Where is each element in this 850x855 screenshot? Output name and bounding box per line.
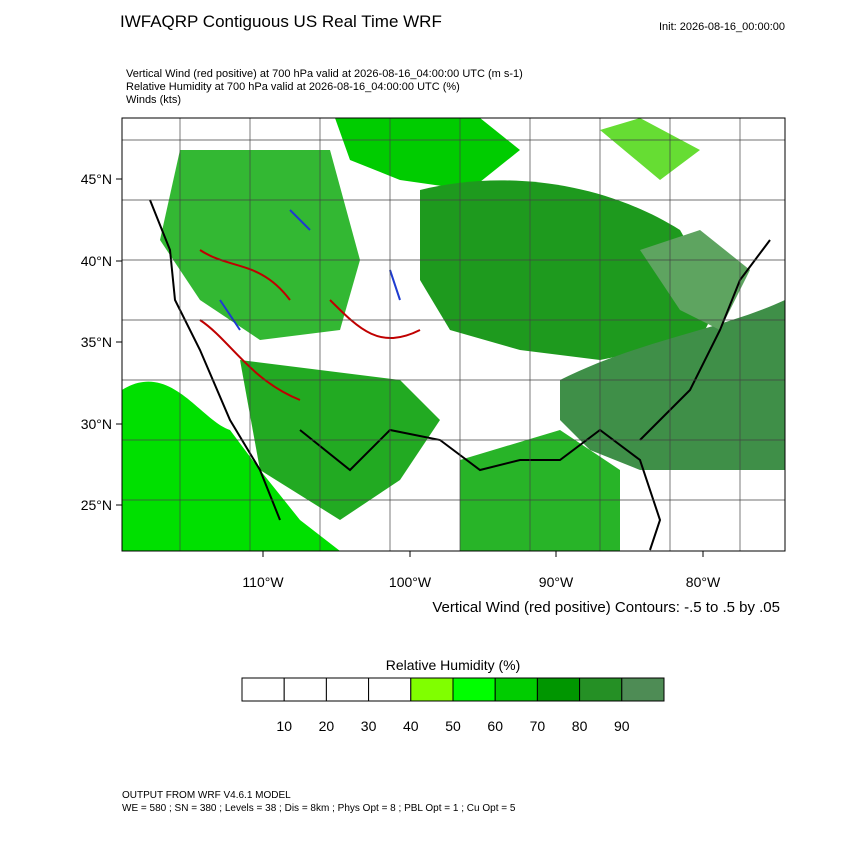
colorbar-label: 90 xyxy=(614,718,630,734)
subtitle: Winds (kts) xyxy=(126,94,181,106)
colorbar-box xyxy=(410,677,454,702)
footer: OUTPUT FROM WRF V4.6.1 MODEL xyxy=(122,790,291,801)
subtitle: Relative Humidity at 700 hPa valid at 20… xyxy=(126,81,460,93)
colorbar-label: 20 xyxy=(319,718,335,734)
colorbar-label: 60 xyxy=(487,718,503,734)
colorbar-box xyxy=(579,677,623,702)
colorbar-box xyxy=(283,677,327,702)
lon-label: 90°W xyxy=(539,574,574,590)
colorbar-title: Relative Humidity (%) xyxy=(386,657,521,673)
lat-label: 45°N xyxy=(81,171,112,187)
lat-label: 40°N xyxy=(81,253,112,269)
lon-label: 80°W xyxy=(686,574,721,590)
lon-label: 110°W xyxy=(242,574,284,590)
lat-label: 25°N xyxy=(81,497,112,513)
colorbar-box xyxy=(325,677,370,702)
colorbar-label: 80 xyxy=(572,718,588,734)
colorbar-label: 30 xyxy=(361,718,377,734)
init-time: Init: 2026-08-16_00:00:00 xyxy=(659,21,785,33)
contour-note: Vertical Wind (red positive) Contours: -… xyxy=(432,599,780,616)
colorbar-label: 10 xyxy=(276,718,292,734)
lat-label: 30°N xyxy=(81,416,112,432)
colorbar-box xyxy=(452,677,496,702)
map: 45°N 40°N 35°N 30°N 25°N 110°W 100°W 90°… xyxy=(81,117,786,590)
subtitle: Vertical Wind (red positive) at 700 hPa … xyxy=(126,68,523,80)
colorbar: 10 20 30 40 50 60 70 80 90 xyxy=(241,677,665,734)
lat-label: 35°N xyxy=(81,334,112,350)
colorbar-label: 70 xyxy=(530,718,546,734)
colorbar-box xyxy=(368,677,412,702)
colorbar-box xyxy=(621,677,665,702)
colorbar-box xyxy=(536,677,581,702)
footer: WE = 580 ; SN = 380 ; Levels = 38 ; Dis … xyxy=(122,803,516,814)
colorbar-box xyxy=(494,677,538,702)
title: IWFAQRP Contiguous US Real Time WRF xyxy=(120,12,442,31)
colorbar-label: 40 xyxy=(403,718,419,734)
colorbar-label: 50 xyxy=(445,718,461,734)
colorbar-box xyxy=(241,677,285,702)
lon-label: 100°W xyxy=(389,574,432,590)
